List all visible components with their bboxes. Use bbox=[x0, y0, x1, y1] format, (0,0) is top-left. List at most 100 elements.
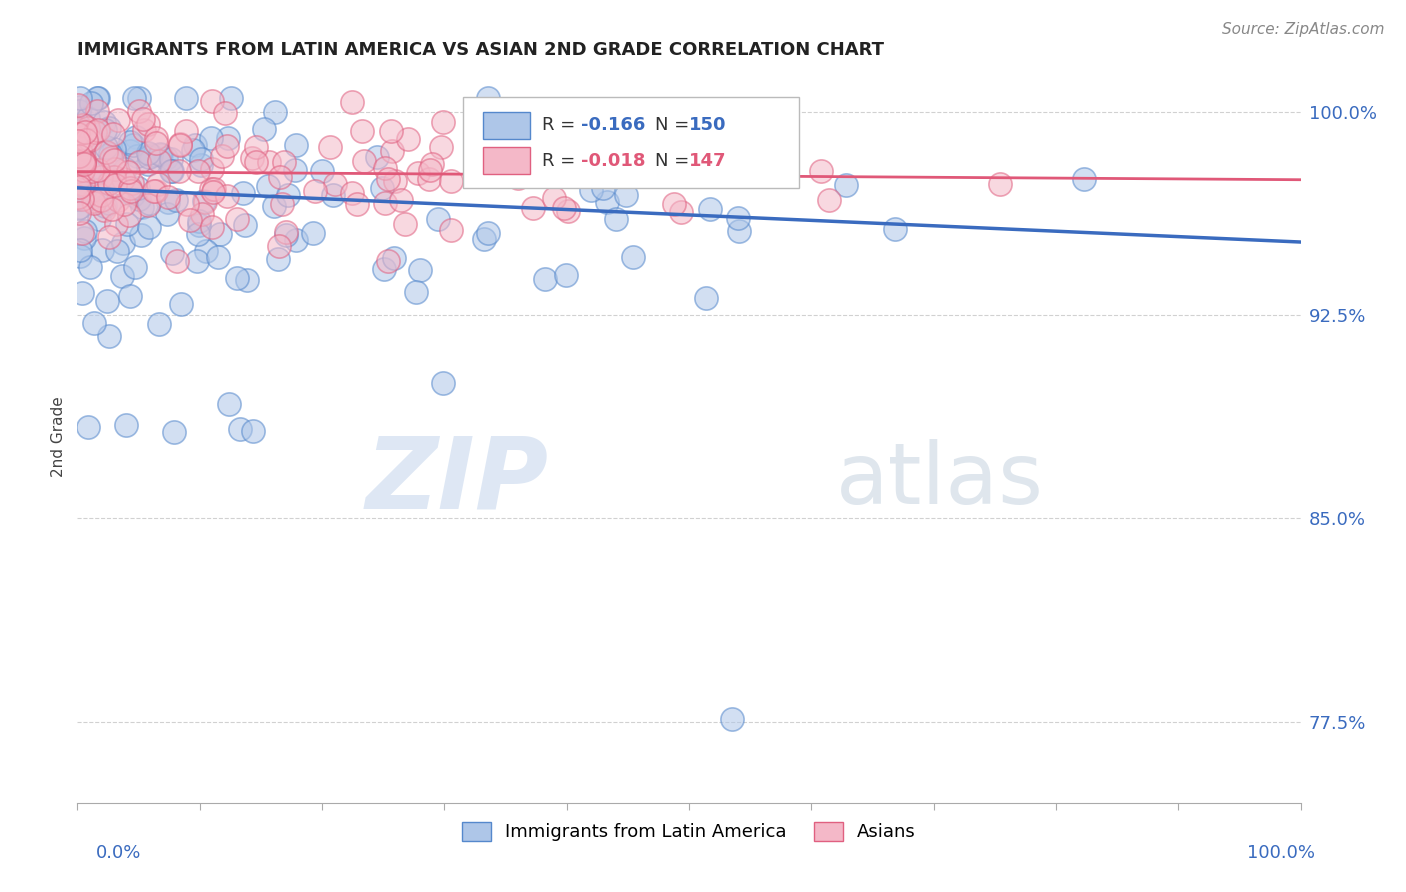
Point bbox=[121, 176, 143, 190]
Point bbox=[91, 143, 114, 157]
Text: N =: N = bbox=[655, 152, 695, 169]
Point bbox=[73, 230, 96, 244]
Point bbox=[194, 244, 217, 259]
Point bbox=[98, 120, 121, 135]
Point bbox=[432, 376, 454, 390]
Point bbox=[588, 161, 610, 176]
Point bbox=[274, 225, 297, 239]
Point bbox=[100, 202, 122, 216]
Point bbox=[90, 193, 112, 207]
Point bbox=[91, 243, 114, 257]
Point bbox=[67, 103, 90, 118]
Point bbox=[73, 155, 96, 169]
Point bbox=[477, 91, 499, 105]
Point bbox=[382, 251, 405, 265]
Point bbox=[115, 417, 138, 432]
Point bbox=[543, 191, 565, 205]
Point bbox=[66, 201, 89, 215]
Point bbox=[73, 125, 96, 139]
Point bbox=[131, 201, 153, 215]
Text: ZIP: ZIP bbox=[366, 433, 548, 530]
Point bbox=[636, 140, 658, 154]
Point bbox=[80, 95, 103, 110]
Point bbox=[506, 170, 529, 185]
Point bbox=[614, 187, 637, 202]
Point bbox=[149, 147, 172, 161]
Text: atlas: atlas bbox=[835, 440, 1043, 523]
Point bbox=[510, 125, 533, 139]
Point bbox=[160, 152, 183, 166]
Point bbox=[98, 329, 121, 343]
Point bbox=[319, 140, 342, 154]
Point bbox=[256, 179, 278, 194]
Point bbox=[190, 158, 212, 172]
Point bbox=[233, 218, 256, 232]
Point bbox=[201, 219, 224, 234]
Point bbox=[202, 181, 225, 195]
Point bbox=[266, 252, 288, 267]
Point bbox=[77, 163, 100, 178]
Point bbox=[184, 138, 207, 153]
Point bbox=[377, 171, 399, 186]
Y-axis label: 2nd Grade: 2nd Grade bbox=[51, 397, 66, 477]
Point bbox=[67, 122, 90, 136]
Text: Source: ZipAtlas.com: Source: ZipAtlas.com bbox=[1222, 22, 1385, 37]
Point bbox=[128, 192, 150, 206]
Point bbox=[215, 189, 238, 203]
Point bbox=[284, 233, 307, 247]
Point bbox=[156, 207, 179, 221]
Point bbox=[218, 397, 240, 411]
Point bbox=[201, 94, 224, 108]
Point bbox=[69, 243, 91, 257]
Point bbox=[104, 161, 127, 176]
Point bbox=[219, 91, 242, 105]
Point bbox=[226, 271, 249, 285]
Point bbox=[136, 157, 159, 171]
Point bbox=[190, 152, 212, 166]
Point bbox=[111, 236, 134, 251]
Point bbox=[304, 184, 326, 198]
Point bbox=[695, 291, 717, 305]
Point bbox=[353, 154, 375, 169]
Point bbox=[129, 227, 152, 242]
Point bbox=[138, 198, 160, 212]
Point bbox=[70, 162, 93, 177]
Point bbox=[67, 153, 90, 168]
Point bbox=[124, 260, 146, 274]
Point bbox=[208, 227, 231, 241]
Point bbox=[105, 244, 128, 258]
Point bbox=[87, 212, 110, 227]
Point bbox=[69, 249, 91, 263]
Point bbox=[245, 139, 267, 153]
Point bbox=[87, 122, 110, 136]
Point bbox=[150, 148, 173, 162]
Point bbox=[170, 297, 193, 311]
FancyBboxPatch shape bbox=[484, 112, 530, 139]
Point bbox=[186, 253, 208, 268]
FancyBboxPatch shape bbox=[463, 97, 799, 188]
Point bbox=[93, 115, 115, 129]
Point bbox=[273, 155, 295, 169]
Point bbox=[229, 422, 252, 436]
Point bbox=[66, 192, 89, 206]
Point bbox=[240, 151, 263, 165]
Point bbox=[148, 178, 170, 192]
Point bbox=[409, 263, 432, 277]
Point bbox=[160, 246, 183, 260]
Point bbox=[114, 161, 136, 176]
Point bbox=[394, 218, 416, 232]
Point bbox=[90, 170, 112, 185]
Point bbox=[148, 318, 170, 332]
Point bbox=[72, 160, 94, 174]
Point bbox=[384, 174, 406, 188]
Point bbox=[136, 117, 159, 131]
Point bbox=[98, 195, 121, 210]
Point bbox=[818, 194, 841, 208]
Point bbox=[73, 135, 96, 149]
Point bbox=[380, 123, 402, 137]
Point bbox=[70, 182, 93, 196]
Point bbox=[284, 162, 307, 177]
Point bbox=[98, 174, 121, 188]
Point bbox=[373, 261, 395, 276]
Point bbox=[157, 190, 180, 204]
